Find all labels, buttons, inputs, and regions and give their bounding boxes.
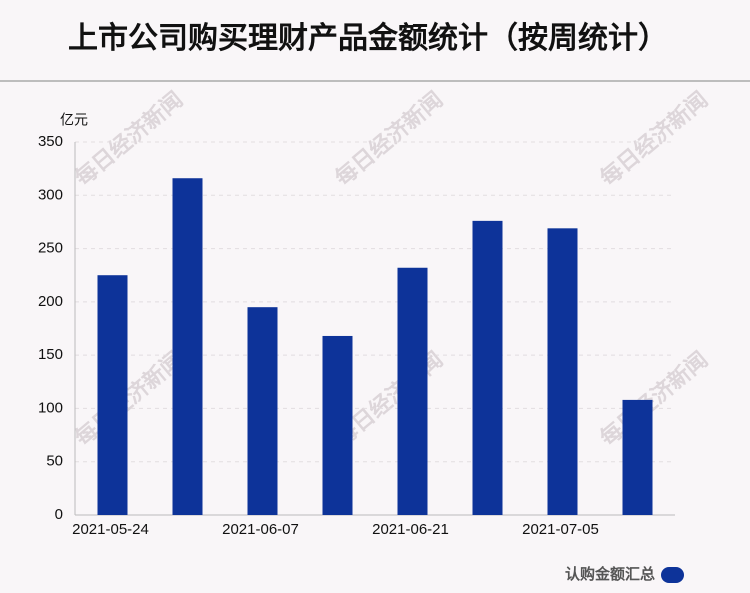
x-tick-label: 2021-06-07 (222, 521, 299, 538)
bar (472, 220, 503, 515)
y-tick-label: 250 (38, 240, 63, 257)
y-tick-label: 150 (38, 346, 63, 363)
chart-title: 上市公司购买理财产品金额统计（按周统计） (68, 21, 668, 55)
legend-swatch (661, 567, 684, 583)
watermark: 每日经济新闻 (70, 87, 187, 191)
title-band (0, 0, 750, 80)
bar (172, 178, 203, 515)
x-tick-label: 2021-06-21 (372, 521, 449, 538)
watermark: 每日经济新闻 (595, 87, 712, 191)
y-tick-label: 100 (38, 399, 63, 416)
legend-label: 认购金额汇总 (565, 565, 655, 583)
bar (397, 267, 428, 515)
y-tick-label: 300 (38, 186, 63, 203)
bar (247, 307, 278, 515)
x-tick-label: 2021-07-05 (522, 521, 599, 538)
bar (322, 335, 353, 515)
watermark: 每日经济新闻 (70, 347, 187, 451)
y-tick-label: 50 (46, 453, 63, 470)
bar (547, 228, 578, 515)
y-tick-label: 200 (38, 293, 63, 310)
bar (97, 275, 128, 515)
y-axis-label: 亿元 (60, 112, 88, 128)
watermark: 每日经济新闻 (330, 87, 447, 191)
bar (622, 399, 653, 515)
y-tick-label: 0 (55, 506, 63, 523)
x-tick-label: 2021-05-24 (72, 521, 149, 538)
y-tick-label: 350 (38, 133, 63, 150)
watermark: 每日经济新闻 (595, 347, 712, 451)
